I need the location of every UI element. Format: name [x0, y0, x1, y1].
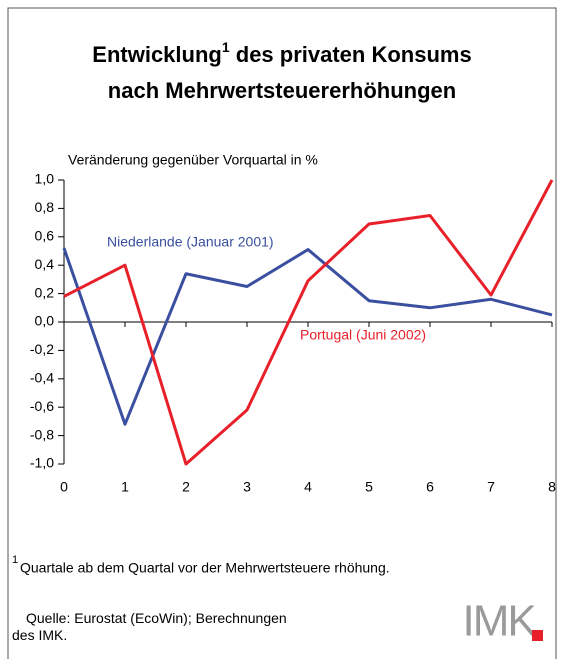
y-tick-label: 0,4 [35, 256, 55, 272]
y-tick-label: 0,6 [35, 228, 55, 244]
x-tick-label: 7 [487, 479, 495, 495]
title-part: des privaten Konsums [230, 42, 472, 67]
title-superscript: 1 [222, 39, 230, 55]
y-tick-label: -0,2 [30, 341, 54, 357]
title-part: Entwicklung [92, 42, 222, 67]
y-tick-label: -0,8 [30, 426, 54, 442]
source: Quelle: Eurostat (EcoWin); Berechnungen … [12, 610, 287, 643]
x-tick-label: 0 [60, 479, 68, 495]
y-tick-label: -0,4 [30, 370, 54, 386]
chart-title: nach Mehrwertsteuererhöhungen [108, 78, 456, 103]
y-tick-label: 1,0 [35, 171, 55, 187]
series-label: Portugal (Juni 2002) [300, 327, 426, 343]
y-tick-label: 0,2 [35, 284, 55, 300]
footnote-mark: 1 [12, 554, 18, 566]
x-tick-label: 1 [121, 479, 129, 495]
x-tick-label: 3 [243, 479, 251, 495]
x-tick-label: 8 [548, 479, 556, 495]
x-tick-label: 2 [182, 479, 190, 495]
y-tick-label: -1,0 [30, 455, 54, 471]
footnote: Quartale ab dem Quartal vor der Mehrwert… [20, 560, 390, 576]
data-line [62, 247, 553, 426]
chart-title: Entwicklung1 des privaten Konsums [92, 39, 471, 67]
y-tick-label: 0,8 [35, 199, 55, 215]
logo-dot [532, 630, 543, 641]
y-axis-label: Veränderung gegenüber Vorquartal in % [68, 152, 318, 168]
x-tick-label: 6 [426, 479, 434, 495]
frame [7, 7, 557, 659]
data-line [63, 179, 554, 466]
series-label: Niederlande (Januar 2001) [107, 234, 274, 250]
y-tick-label: -0,6 [30, 398, 54, 414]
x-tick-label: 5 [365, 479, 373, 495]
y-tick-label: 0,0 [35, 313, 55, 329]
x-tick-label: 4 [304, 479, 312, 495]
